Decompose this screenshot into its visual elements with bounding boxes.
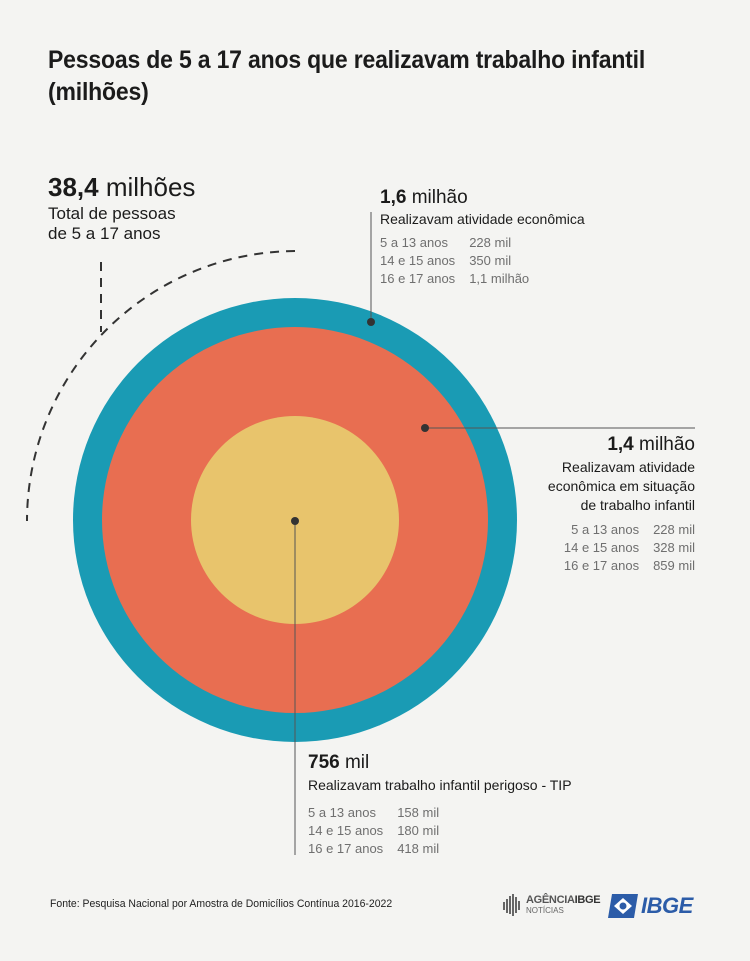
age-cell: 5 a 13 anos	[308, 805, 376, 820]
logo-noticias-text: NOTÍCIAS	[526, 905, 564, 915]
middle-label-2: econômica em situação	[547, 478, 695, 494]
table-row: 16 e 17 anos 418 mil	[308, 840, 453, 858]
inner-label: Realizavam trabalho infantil perigoso - …	[308, 777, 572, 793]
source-footer: Fonte: Pesquisa Nacional por Amostra de …	[50, 898, 393, 910]
total-value: 38,4	[48, 172, 99, 202]
age-cell: 16 e 17 anos	[308, 841, 384, 856]
middle-unit: milhão	[639, 434, 695, 455]
inner-leader-dot	[291, 517, 299, 525]
outer-breakdown-table: 5 a 13 anos 228 mil 14 e 15 anos 350 mil 1…	[380, 234, 543, 288]
middle-breakdown-table: 5 a 13 anos 228 mil 14 e 15 anos 328 mil 1…	[564, 521, 695, 575]
table-row: 5 a 13 anos 158 mil	[308, 804, 453, 822]
age-cell: 14 e 15 anos	[380, 253, 456, 268]
value-cell: 859 mil	[653, 558, 695, 573]
ibge-flag-icon	[608, 894, 638, 918]
inner-block: 756 mil Realizavam trabalho infantil per…	[308, 752, 572, 858]
total-block: 38,4 milhões Total de pessoas de 5 a 17 …	[48, 172, 195, 244]
age-cell: 14 e 15 anos	[308, 823, 384, 838]
inner-value: 756	[308, 752, 340, 773]
logo-agencia-ibge-text: IBGE	[574, 893, 601, 906]
middle-label-1: Realizavam atividade	[561, 459, 695, 475]
logo-agencia-text: AGÊNCIA	[526, 893, 575, 906]
value-cell: 158 mil	[397, 805, 440, 820]
table-row: 5 a 13 anos 228 mil	[380, 234, 543, 252]
total-label-2: de 5 a 17 anos	[48, 224, 161, 243]
ibge-logo: IBGE	[608, 893, 693, 919]
value-cell: 228 mil	[653, 522, 695, 537]
inner-unit: mil	[344, 752, 370, 773]
outer-unit: milhão	[411, 187, 468, 208]
age-cell: 5 a 13 anos	[571, 522, 640, 537]
age-cell: 16 e 17 anos	[563, 558, 640, 573]
table-row: 14 e 15 anos 328 mil	[564, 539, 695, 557]
table-row: 16 e 17 anos 1,1 milhão	[380, 270, 543, 288]
table-row: 16 e 17 anos 859 mil	[564, 557, 695, 575]
page-title: Pessoas de 5 a 17 anos que realizavam tr…	[48, 46, 646, 106]
total-dashed-arc	[26, 250, 296, 522]
inner-value-line: 756 mil	[308, 752, 572, 774]
age-cell: 14 e 15 anos	[563, 540, 640, 555]
age-cell: 16 e 17 anos	[380, 271, 456, 286]
middle-value: 1,4	[607, 434, 634, 455]
value-cell: 228 mil	[469, 235, 512, 250]
middle-value-line: 1,4 milhão	[548, 434, 695, 456]
outer-value: 1,6	[380, 187, 407, 208]
age-cell: 5 a 13 anos	[380, 235, 448, 250]
table-row: 5 a 13 anos 228 mil	[564, 521, 695, 539]
total-value-line: 38,4 milhões	[48, 172, 195, 202]
middle-leader-dot	[421, 424, 429, 432]
middle-block: 1,4 milhão Realizavam atividade econômic…	[548, 434, 695, 575]
agencia-ibge-logo: AGÊNCIAIBGE NOTÍCIAS	[503, 893, 601, 917]
ibge-logo-text: IBGE	[641, 893, 693, 918]
value-cell: 350 mil	[469, 253, 512, 268]
total-unit: milhões	[105, 172, 196, 202]
outer-label: Realizavam atividade econômica	[380, 211, 585, 227]
agencia-bars-icon	[503, 894, 520, 916]
value-cell: 1,1 milhão	[469, 271, 530, 286]
outer-value-line: 1,6 milhão	[380, 187, 585, 209]
inner-breakdown-table: 5 a 13 anos 158 mil 14 e 15 anos 180 mil 1…	[308, 804, 453, 858]
value-cell: 418 mil	[397, 841, 440, 856]
table-row: 14 e 15 anos 350 mil	[380, 252, 543, 270]
value-cell: 328 mil	[653, 540, 695, 555]
table-row: 14 e 15 anos 180 mil	[308, 822, 453, 840]
outer-leader-dot	[367, 318, 375, 326]
total-label-1: Total de pessoas	[48, 204, 176, 223]
middle-label-3: de trabalho infantil	[580, 497, 695, 513]
value-cell: 180 mil	[397, 823, 440, 838]
outer-block: 1,6 milhão Realizavam atividade econômic…	[380, 187, 585, 288]
